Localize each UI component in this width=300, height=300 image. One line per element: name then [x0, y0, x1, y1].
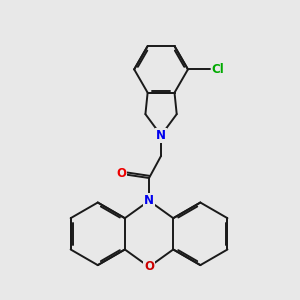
Text: N: N [144, 194, 154, 207]
Text: Cl: Cl [212, 63, 224, 76]
Text: O: O [144, 260, 154, 273]
Text: N: N [156, 129, 166, 142]
Text: O: O [116, 167, 127, 180]
